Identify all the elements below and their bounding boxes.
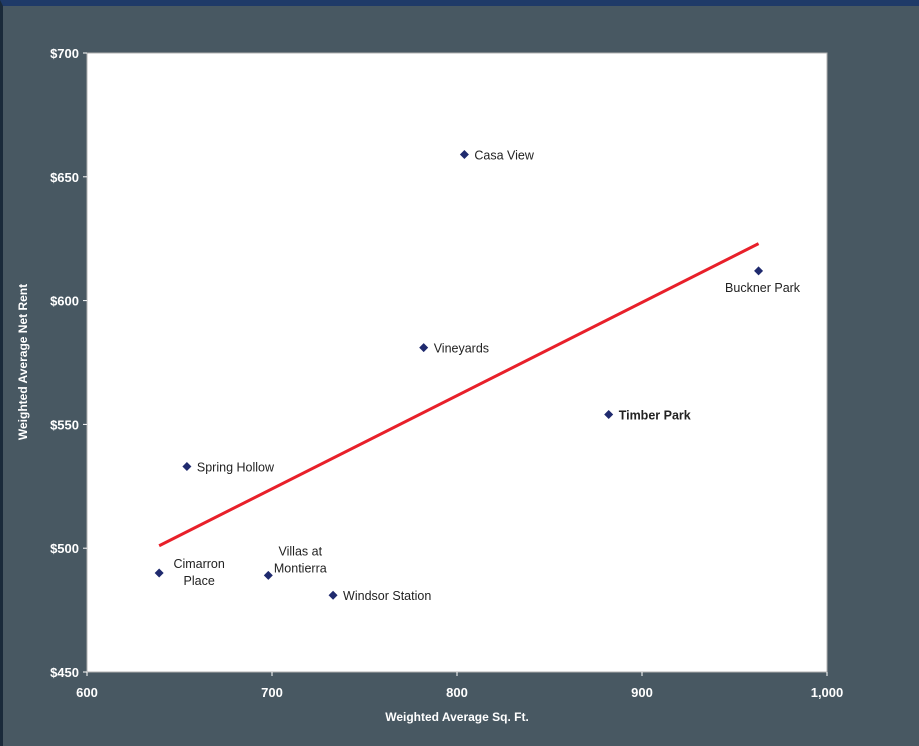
data-points: Casa View Buckner Park Vineyards Timber Par… <box>154 149 801 603</box>
data-point-marker <box>154 568 164 578</box>
x-tick-label: 700 <box>261 685 283 700</box>
x-tick-label: 600 <box>76 685 98 700</box>
y-axis-title: Weighted Average Net Rent <box>16 284 30 440</box>
x-axis-title: Weighted Average Sq. Ft. <box>385 710 529 724</box>
data-point-label: Vineyards <box>434 342 489 356</box>
x-axis: 600 700 800 900 1,000 <box>76 672 843 700</box>
data-point-marker <box>182 461 192 471</box>
data-point-label: Cimarron Place <box>173 557 224 588</box>
y-tick-label: $700 <box>50 46 79 61</box>
data-point-label: Buckner Park <box>725 281 801 295</box>
trendline <box>158 242 760 548</box>
data-point-label: Villas at Montierra <box>274 544 327 575</box>
y-axis: $450 $500 $550 $600 $650 $700 <box>50 46 87 680</box>
y-tick-label: $500 <box>50 541 79 556</box>
y-tick-label: $600 <box>50 294 79 309</box>
y-tick-label: $550 <box>50 417 79 432</box>
data-point-marker <box>459 150 469 160</box>
y-tick-label: $650 <box>50 170 79 185</box>
data-point-label: Timber Park <box>619 408 691 422</box>
y-tick-label: $450 <box>50 665 79 680</box>
x-tick-label: 900 <box>631 685 653 700</box>
data-point-label: Casa View <box>474 149 534 163</box>
x-tick-label: 1,000 <box>811 685 844 700</box>
data-point-label: Windsor Station <box>343 589 431 603</box>
data-point-marker <box>419 343 429 353</box>
data-point-marker <box>604 409 614 419</box>
data-point-label: Spring Hollow <box>197 460 275 474</box>
data-point-marker <box>754 266 764 276</box>
x-tick-label: 800 <box>446 685 468 700</box>
plot-area <box>86 52 828 673</box>
data-point-marker <box>263 570 273 580</box>
data-point-marker <box>328 590 338 600</box>
